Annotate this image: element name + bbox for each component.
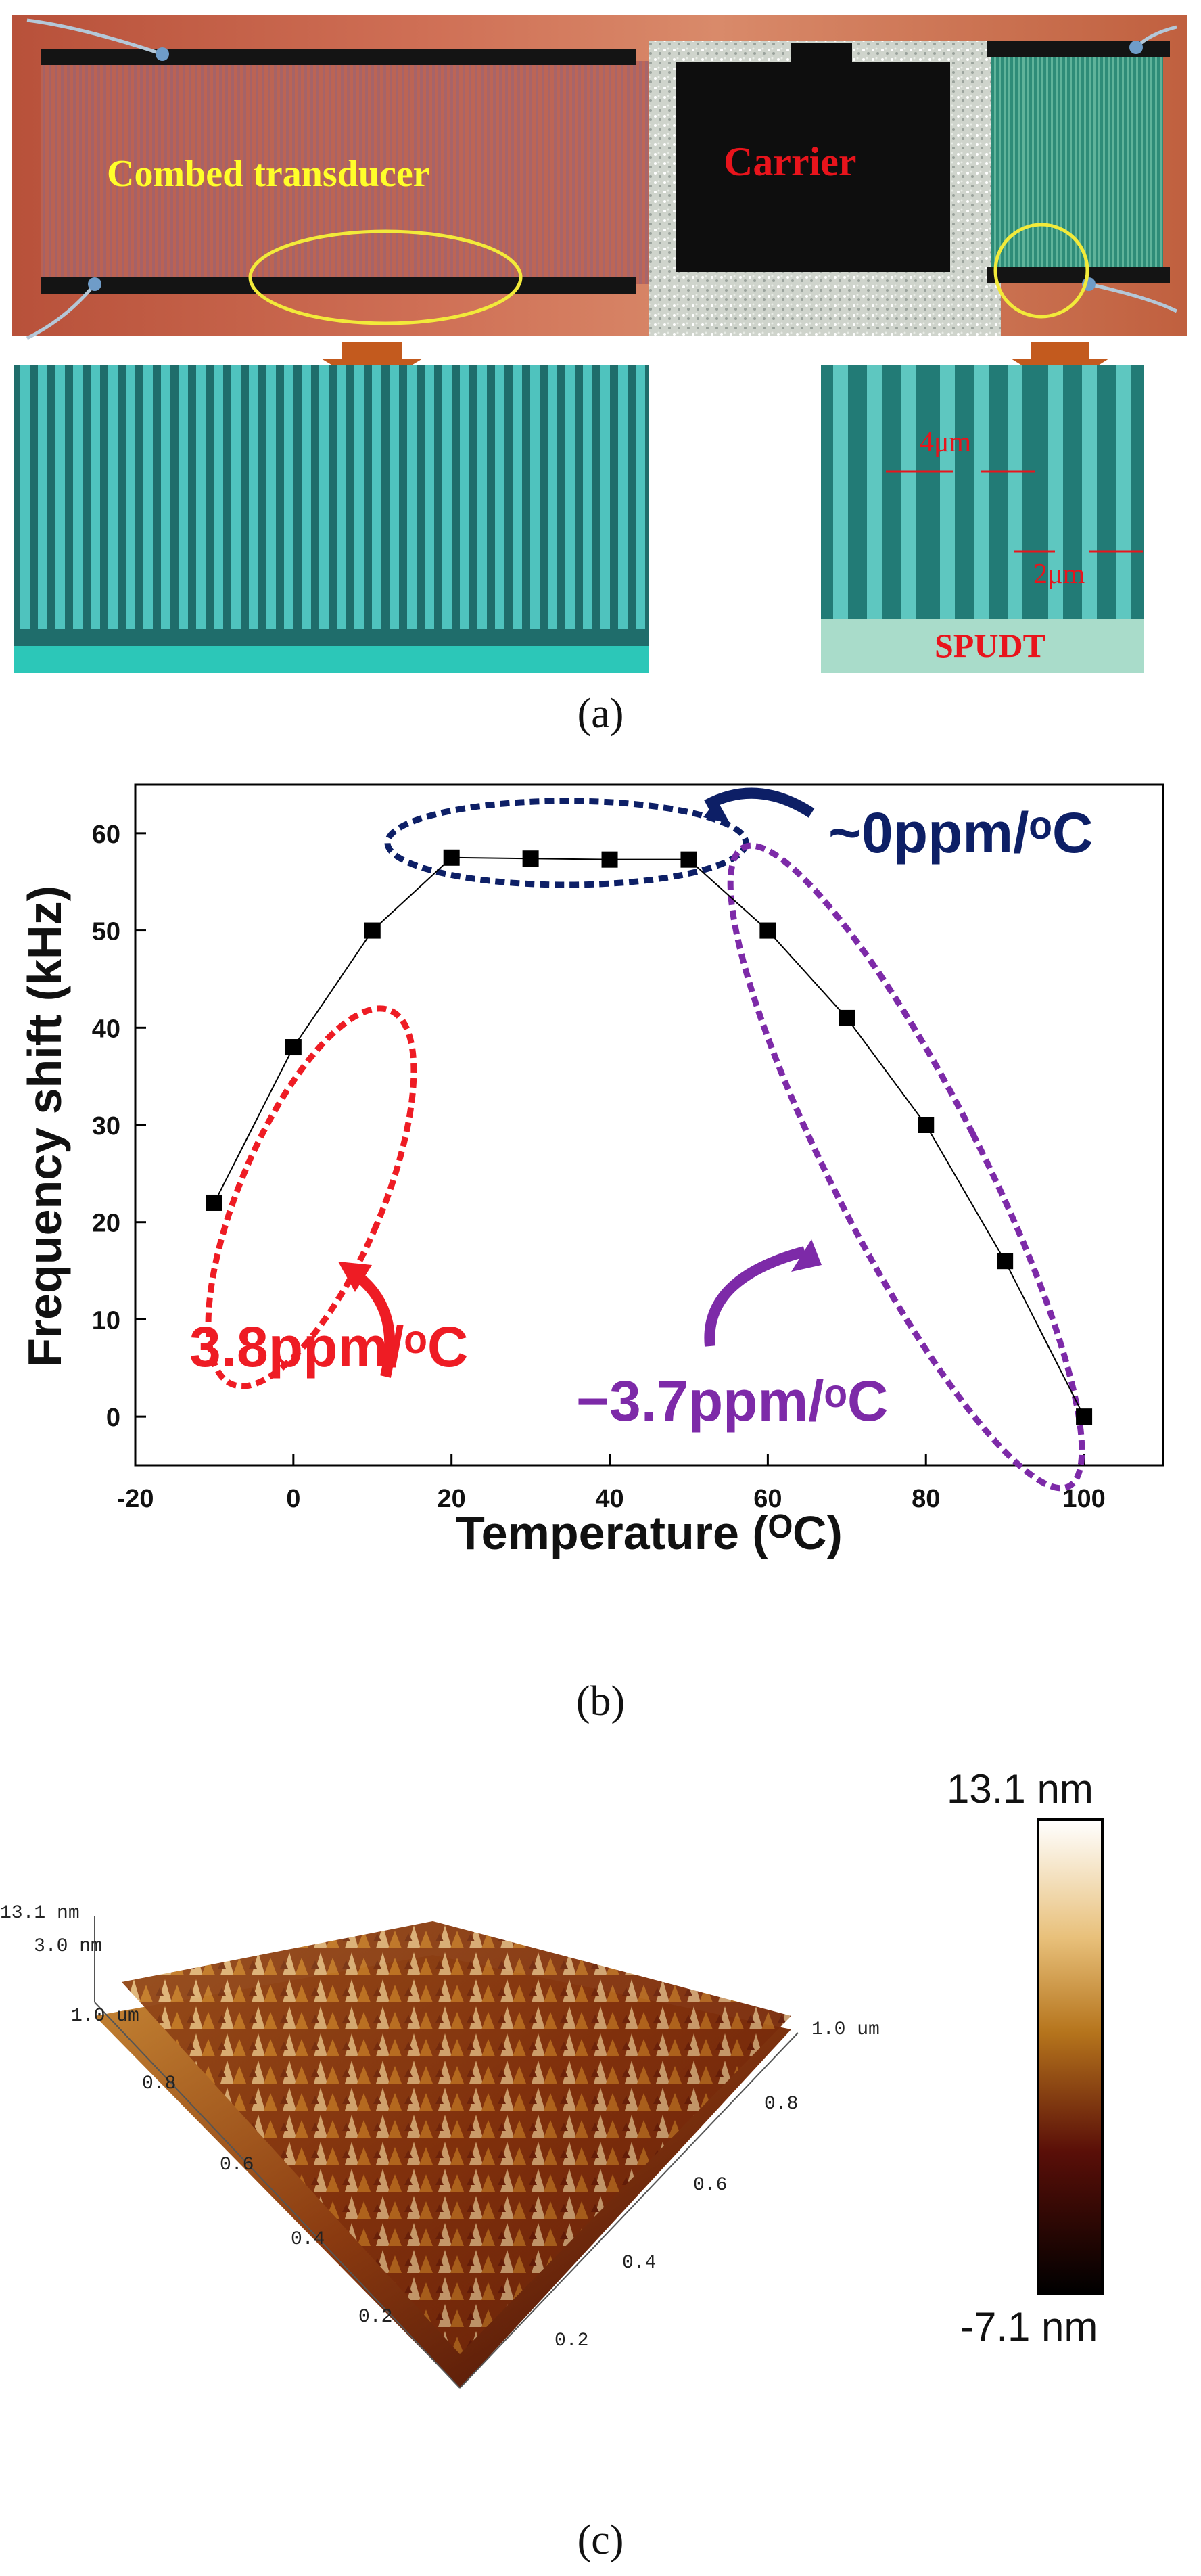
axis-right-label-1: 0.8 [764, 2094, 799, 2115]
busbar-bottom-left [41, 277, 636, 294]
z-label-mid: 3.0 nm [34, 1936, 102, 1957]
axis-left-label-4: 0.2 [358, 2307, 393, 2328]
caption-c: (c) [577, 2517, 624, 2563]
axis-left-label-2: 0.6 [220, 2155, 254, 2176]
axis-right-label-4: 0.2 [555, 2330, 589, 2351]
y-tick-label: 0 [106, 1404, 120, 1432]
x-axis-label: Temperature (ᴼC) [456, 1506, 843, 1559]
data-point [522, 850, 539, 867]
axis-right-label-2: 0.6 [693, 2175, 728, 2196]
combed-highlight-ellipse [248, 229, 523, 325]
zero-annotation-arrow [704, 787, 815, 818]
axis-right-label-0: 1.0 um [811, 2019, 880, 2040]
colorbar-min-label: -7.1 nm [960, 2304, 1098, 2349]
label-4um: 4μm [920, 427, 972, 458]
y-tick-label: 30 [92, 1112, 120, 1141]
series-line [214, 856, 1085, 1417]
data-point [206, 1194, 222, 1211]
x-tick-label: -20 [117, 1485, 154, 1513]
annotation-neg-slope: −3.7ppm/ᵒC [576, 1369, 889, 1433]
y-tick-label: 10 [92, 1306, 120, 1335]
axis-left-label-3: 0.4 [291, 2229, 325, 2250]
x-tick-label: 100 [1062, 1485, 1105, 1513]
combed-transducer-label: Combed transducer [107, 153, 430, 195]
data-point [997, 1253, 1014, 1270]
frequency-chart-svg: -20 0 20 40 60 80 100 0 10 20 30 40 50 60 ~0ppm/ᵒC 3.… [18, 783, 1164, 1559]
label-spudt: SPUDT [935, 626, 1045, 664]
panel-a: Combed transducer Carrier 4μm 2μm SPUDT [0, 0, 1201, 744]
data-point [1076, 1408, 1093, 1425]
neg-annotation-arrow [704, 1246, 807, 1347]
combed-zoom-image [14, 365, 649, 673]
dimension-arrows [886, 470, 1143, 553]
plot-frame [134, 783, 1164, 1467]
data-point [839, 1009, 855, 1026]
y-tick-label: 60 [92, 821, 120, 849]
panel-a-graphic [12, 15, 1187, 673]
data-point [443, 849, 460, 866]
x-tick-label: 60 [753, 1485, 782, 1513]
y-tick-label: 40 [92, 1015, 120, 1043]
spudt-fingers [991, 47, 1163, 271]
neg-slope-ellipse [727, 842, 1085, 1492]
combed-transducer-fingers [41, 61, 649, 284]
afm-axes [94, 1916, 799, 2389]
x-tick-label: 0 [286, 1485, 300, 1513]
x-tick-label: 80 [912, 1485, 940, 1513]
pos-annotation-arrow [348, 1267, 396, 1378]
busbar-top-left [41, 49, 636, 65]
data-point [601, 851, 618, 868]
colorbar [1037, 1818, 1104, 2295]
y-tick-label: 50 [92, 918, 120, 946]
panel-c: 13.1 nm -7.1 nm 13.1 nm 3.0 nm 1.0 um 0.… [0, 1759, 1201, 2571]
axis-right-label-3: 0.4 [622, 2253, 657, 2274]
bond-wires [26, 18, 1178, 340]
label-2um: 2μm [1033, 559, 1085, 590]
x-tick-label: 40 [595, 1485, 623, 1513]
x-tick-label: 20 [438, 1485, 466, 1513]
y-tick-label: 20 [92, 1210, 120, 1238]
data-point [285, 1039, 302, 1056]
caption-b: (b) [575, 1678, 626, 1724]
carrier-block [676, 62, 950, 272]
data-point [759, 922, 776, 939]
caption-a: (a) [577, 691, 624, 737]
carrier-label: Carrier [724, 139, 857, 184]
y-axis-label: Frequency shift (kHz) [18, 886, 71, 1367]
pos-slope-ellipse [205, 1005, 417, 1389]
annotation-pos-slope: 3.8ppm/ᵒC [189, 1315, 469, 1379]
spudt-highlight-circle [993, 223, 1089, 319]
zero-slope-ellipse [384, 798, 749, 888]
panel-b-chart: -20 0 20 40 60 80 100 0 10 20 30 40 50 60 ~0ppm/ᵒC 3.… [0, 751, 1201, 1711]
z-label-top: 13.1 nm [0, 1903, 80, 1924]
data-point [364, 922, 381, 939]
afm-surface-graphic [94, 1818, 1104, 2389]
axis-left-label-1: 0.8 [142, 2073, 176, 2094]
annotation-zero-slope: ~0ppm/ᵒC [828, 801, 1093, 865]
axis-left-label-0: 1.0 um [71, 2006, 139, 2027]
data-point [680, 851, 697, 868]
data-point [918, 1117, 935, 1133]
colorbar-max-label: 13.1 nm [947, 1766, 1093, 1812]
